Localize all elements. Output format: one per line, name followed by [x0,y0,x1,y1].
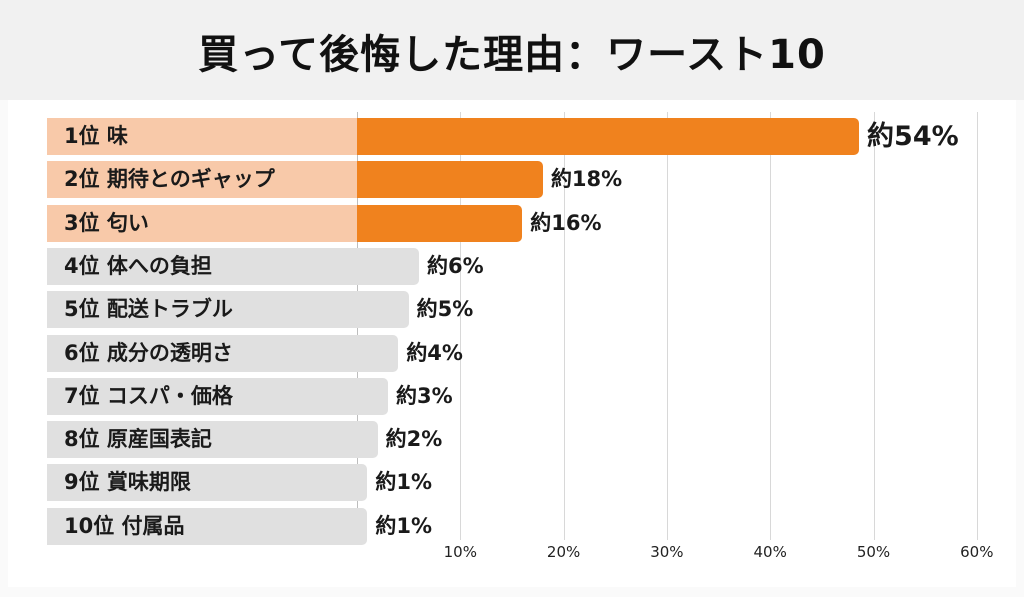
bar [47,291,409,329]
category-label: 5位 配送トラブル [64,297,233,322]
bar [357,161,543,199]
data-label: 約1% [375,513,432,538]
bar [357,118,860,155]
chart-title: 買って後悔した理由：ワースト10 [198,32,826,78]
gridline [873,112,875,540]
bar [47,334,399,372]
x-tick-label: 40% [753,543,787,561]
category-label: 3位 匂い [64,210,149,235]
bar [47,377,388,415]
category-cell [47,161,357,199]
x-tick-label: 10% [443,543,477,561]
bar [357,204,523,242]
data-label: 約16% [530,210,602,235]
x-tick-label: 20% [546,543,581,561]
title-band [0,0,1024,100]
gridline [976,112,978,540]
data-label: 約2% [385,427,443,452]
bar [47,507,368,545]
category-label: 4位 体への負担 [64,253,212,278]
data-label: 約3% [395,383,453,408]
data-label: 約18% [550,167,623,192]
category-label: 9位 賞味期限 [64,470,191,495]
category-label: 2位 期待とのギャップ [64,167,275,192]
gridline [563,112,565,540]
category-label: 6位 成分の透明さ [64,340,233,365]
category-label: 7位 コスパ・価格 [64,383,233,408]
bar [47,247,419,285]
x-tick-label: 30% [650,543,684,561]
x-tick-label: 60% [960,543,994,561]
gridline [666,112,668,540]
category-label: 1位 味 [64,124,128,148]
gridline [460,112,462,540]
x-tick-label: 50% [856,543,891,561]
category-cell [47,118,357,155]
data-label: 約1% [375,470,432,495]
gridline [770,112,772,540]
data-label: 約54% [867,121,959,152]
data-label: 約5% [416,297,474,322]
data-label: 約4% [406,340,463,365]
bar [47,421,378,459]
data-label: 約6% [426,253,484,278]
category-label: 10位 付属品 [64,513,185,538]
bar [47,464,368,502]
category-cell [47,204,357,242]
category-label: 8位 原産国表記 [64,427,212,452]
